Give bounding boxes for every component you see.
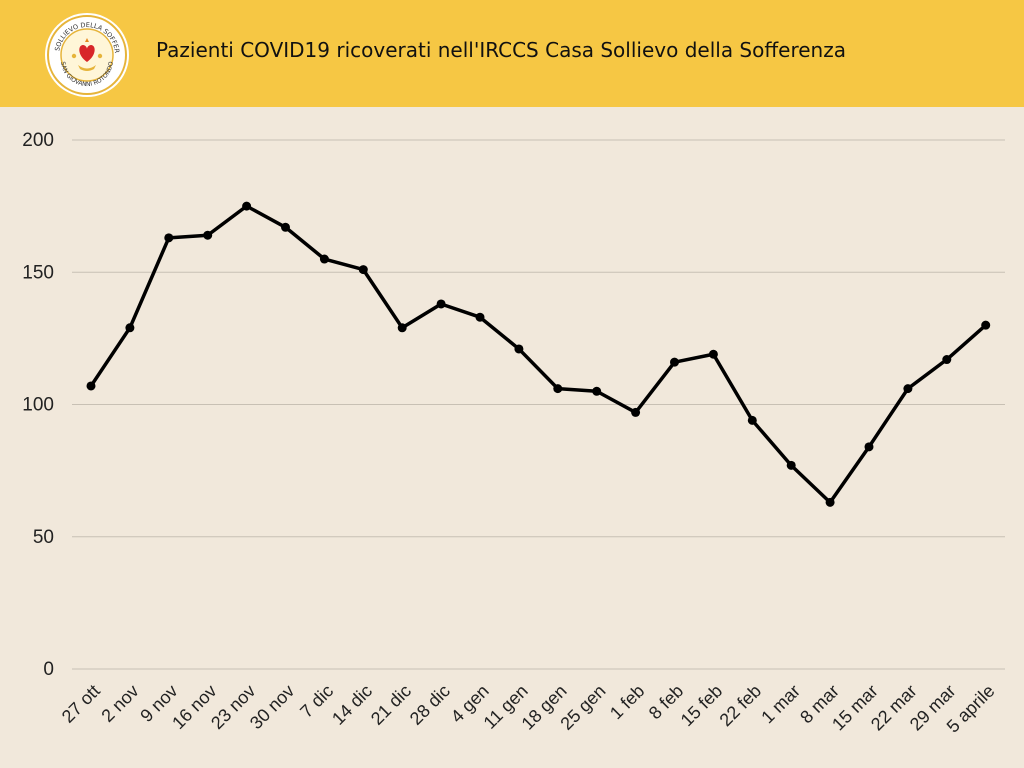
data-point — [397, 323, 407, 333]
data-point — [670, 357, 679, 367]
cup-icon — [78, 65, 96, 71]
data-point — [786, 460, 796, 470]
x-tick-label: 1 feb — [606, 681, 648, 723]
x-tick-label: 21 dic — [367, 681, 415, 729]
y-tick-label: 0 — [43, 659, 54, 680]
data-point — [747, 415, 757, 425]
data-point — [281, 222, 290, 232]
data-point — [553, 384, 563, 394]
data-point — [164, 233, 174, 243]
y-tick-label: 100 — [22, 395, 54, 416]
data-point — [514, 344, 524, 354]
data-point — [981, 320, 991, 330]
data-point — [319, 254, 329, 264]
header-bar: CASA SOLLIEVO DELLA SOFFERENZA SAN GIOVA… — [0, 0, 1024, 107]
data-point — [708, 349, 718, 359]
x-tick-label: 30 nov — [246, 681, 298, 733]
data-point — [358, 265, 368, 275]
y-tick-label: 50 — [33, 527, 54, 548]
data-point — [592, 386, 602, 396]
x-tick-label: 28 dic — [406, 681, 454, 729]
x-tick-label: 2 nov — [97, 681, 142, 726]
x-tick-label: 22 feb — [716, 681, 766, 731]
data-point — [203, 230, 213, 240]
y-tick-label: 200 — [22, 130, 54, 151]
heart-icon — [79, 45, 95, 62]
page-title: Pazienti COVID19 ricoverati nell'IRCCS C… — [156, 38, 846, 62]
series-line — [89, 204, 987, 505]
x-tick-label: 1 mar — [757, 681, 804, 728]
data-point — [86, 381, 96, 391]
x-tick-label: 14 dic — [328, 681, 376, 729]
data-point — [436, 299, 446, 309]
x-tick-label: 27 ott — [58, 681, 104, 727]
data-point — [631, 407, 641, 417]
data-point — [903, 384, 913, 394]
data-point — [475, 312, 485, 322]
data-point — [825, 497, 835, 507]
y-axis-ticks: 0 50 100 150 200 — [22, 130, 54, 680]
grid-lines — [72, 139, 1005, 670]
data-point — [864, 442, 874, 452]
y-tick-label: 150 — [22, 262, 54, 283]
data-point — [942, 355, 952, 365]
x-tick-label: 15 feb — [677, 681, 727, 731]
series — [86, 201, 991, 507]
data-point — [242, 201, 252, 211]
data-point — [125, 323, 135, 333]
hospital-logo: CASA SOLLIEVO DELLA SOFFERENZA SAN GIOVA… — [44, 12, 129, 97]
